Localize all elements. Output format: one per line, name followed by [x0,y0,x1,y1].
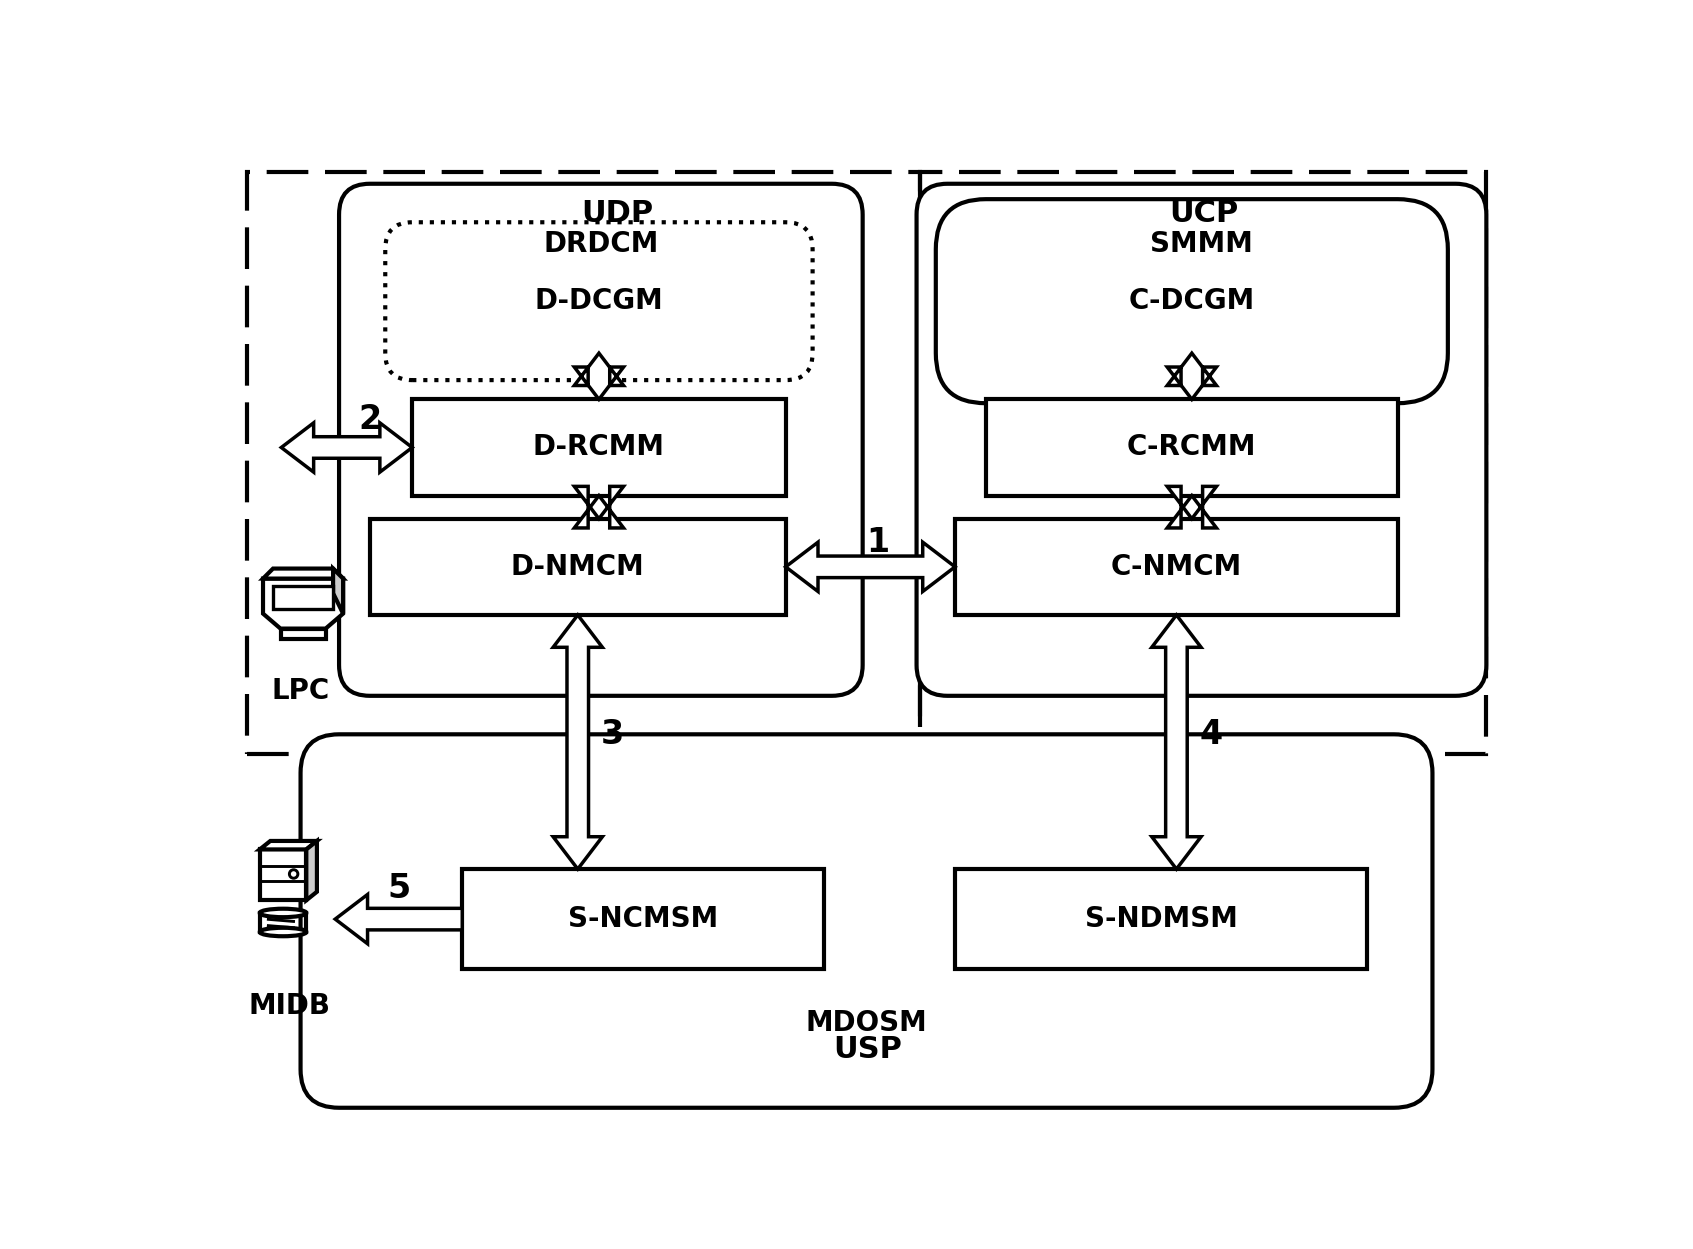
Polygon shape [334,568,344,613]
Polygon shape [306,841,317,901]
Bar [369,518,786,615]
Text: LPC: LPC [271,677,330,704]
Bar [411,400,786,496]
Polygon shape [259,849,306,901]
Text: 3: 3 [601,718,625,751]
Polygon shape [554,615,603,869]
Bar [462,869,824,969]
Polygon shape [574,353,623,400]
Text: 2: 2 [359,403,381,436]
Circle shape [290,869,298,878]
Bar [985,400,1398,496]
Text: S-NCMSM: S-NCMSM [569,906,718,933]
FancyBboxPatch shape [339,184,863,696]
Text: 5: 5 [388,872,410,906]
Text: D-RCMM: D-RCMM [533,433,665,461]
Ellipse shape [259,909,306,917]
FancyBboxPatch shape [301,734,1432,1108]
Polygon shape [786,542,955,592]
Text: D-NMCM: D-NMCM [511,553,645,581]
Polygon shape [281,628,325,638]
Ellipse shape [259,928,306,937]
Text: UDP: UDP [581,199,653,229]
Polygon shape [1166,486,1217,528]
Text: C-DCGM: C-DCGM [1129,287,1255,315]
Polygon shape [259,841,317,849]
Bar [955,869,1366,969]
Text: C-NMCM: C-NMCM [1111,553,1243,581]
Bar [921,172,1486,753]
Text: D-DCGM: D-DCGM [535,287,664,315]
Text: MIDB: MIDB [247,992,330,1020]
Bar [247,172,921,753]
FancyBboxPatch shape [386,222,813,380]
Polygon shape [262,578,344,628]
FancyBboxPatch shape [916,184,1486,696]
Text: USP: USP [833,1035,902,1064]
Text: C-RCMM: C-RCMM [1128,433,1256,461]
Text: 4: 4 [1200,718,1222,751]
Text: 1: 1 [867,526,889,560]
Text: UCP: UCP [1168,199,1238,229]
Text: MDOSM: MDOSM [806,1009,928,1037]
Text: DRDCM: DRDCM [543,230,659,259]
Text: SMMM: SMMM [1150,230,1253,259]
Bar [955,518,1398,615]
Polygon shape [574,486,623,528]
Polygon shape [281,423,411,472]
FancyBboxPatch shape [936,199,1448,403]
Polygon shape [1151,615,1200,869]
Polygon shape [1166,353,1217,400]
Polygon shape [262,568,344,578]
Text: S-NDMSM: S-NDMSM [1085,906,1238,933]
Polygon shape [335,894,462,944]
Polygon shape [273,586,334,608]
